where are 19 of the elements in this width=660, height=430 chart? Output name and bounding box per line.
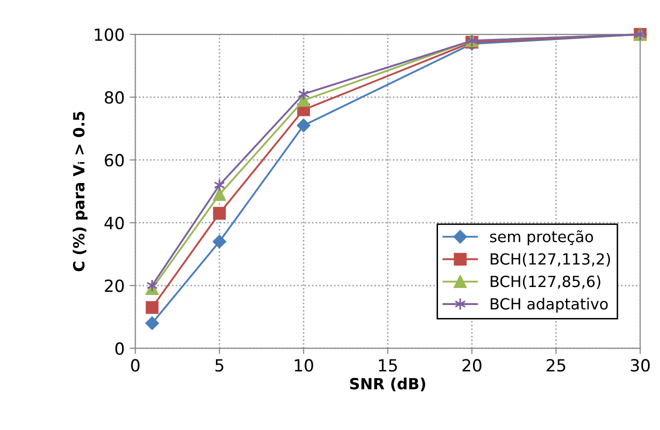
x-tick-label: 20 <box>462 359 482 372</box>
x-tick-label: 15 <box>378 359 397 372</box>
y-tick-label: 60 <box>104 154 124 167</box>
y-tick-label: 40 <box>104 216 124 230</box>
y-tick-label: 80 <box>104 91 124 104</box>
legend-label: BCH(127,113,2) <box>490 252 610 267</box>
y-axis-title: C (%) para Vᵢ > 0.5 <box>72 112 88 272</box>
legend-label: BCH adaptativo <box>490 298 608 313</box>
x-tick-label: 10 <box>294 359 314 372</box>
y-tick-label: 20 <box>104 279 124 292</box>
legend-label: sem proteção <box>490 230 593 246</box>
y-tick-label: 100 <box>94 28 124 41</box>
y-tick-label: 0 <box>115 342 124 355</box>
x-tick-label: 30 <box>630 359 650 372</box>
x-axis-title: SNR (dB) <box>350 378 426 392</box>
x-tick-label: 5 <box>215 359 224 372</box>
x-tick-label: 25 <box>546 359 566 372</box>
x-tick-label: 0 <box>131 359 140 372</box>
legend-label: BCH(127,85,6) <box>490 275 600 289</box>
